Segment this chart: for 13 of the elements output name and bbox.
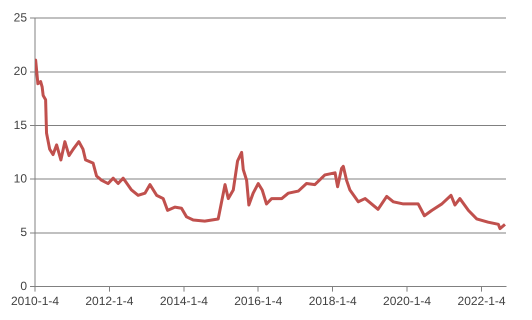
x-tick-label: 2018-1-4 [308, 294, 358, 308]
y-tick-label: 0 [20, 278, 28, 293]
y-tick-label: 15 [14, 118, 28, 132]
x-tick-label: 2014-1-4 [160, 294, 208, 308]
x-tick-label: 2016-1-4 [234, 294, 283, 308]
x-tick-label: 2022-1-4 [458, 294, 506, 308]
x-tick-label: 2010-1-4 [10, 294, 60, 308]
x-tick-label: 2012-1-4 [85, 294, 134, 308]
y-tick-label: 25 [14, 10, 28, 25]
x-tick-label: 2020-1-4 [383, 294, 432, 308]
y-tick-label: 10 [14, 172, 28, 186]
y-tick-label: 20 [14, 64, 28, 78]
y-tick-label: 5 [20, 225, 28, 240]
